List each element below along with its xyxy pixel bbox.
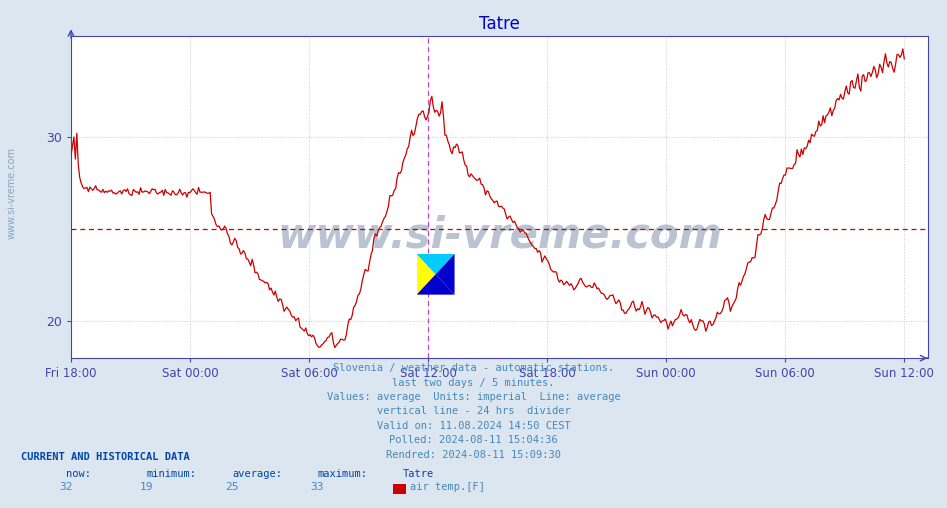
Text: minimum:: minimum: <box>147 468 197 479</box>
Text: 19: 19 <box>140 482 153 492</box>
Text: 25: 25 <box>225 482 239 492</box>
Text: 32: 32 <box>60 482 73 492</box>
Text: CURRENT AND HISTORICAL DATA: CURRENT AND HISTORICAL DATA <box>21 452 189 462</box>
Polygon shape <box>436 254 455 295</box>
Polygon shape <box>417 254 436 295</box>
Text: Tatre: Tatre <box>402 468 434 479</box>
Polygon shape <box>417 254 455 274</box>
Text: now:: now: <box>66 468 91 479</box>
Polygon shape <box>417 274 455 295</box>
Text: www.si-vreme.com: www.si-vreme.com <box>277 214 722 257</box>
Text: air temp.[F]: air temp.[F] <box>410 482 485 492</box>
Text: average:: average: <box>232 468 282 479</box>
Title: Tatre: Tatre <box>479 15 520 33</box>
Text: Slovenia / weather data - automatic stations.
last two days / 5 minutes.
Values:: Slovenia / weather data - automatic stat… <box>327 363 620 460</box>
Text: maximum:: maximum: <box>317 468 367 479</box>
Text: 33: 33 <box>311 482 324 492</box>
Text: www.si-vreme.com: www.si-vreme.com <box>7 147 16 239</box>
